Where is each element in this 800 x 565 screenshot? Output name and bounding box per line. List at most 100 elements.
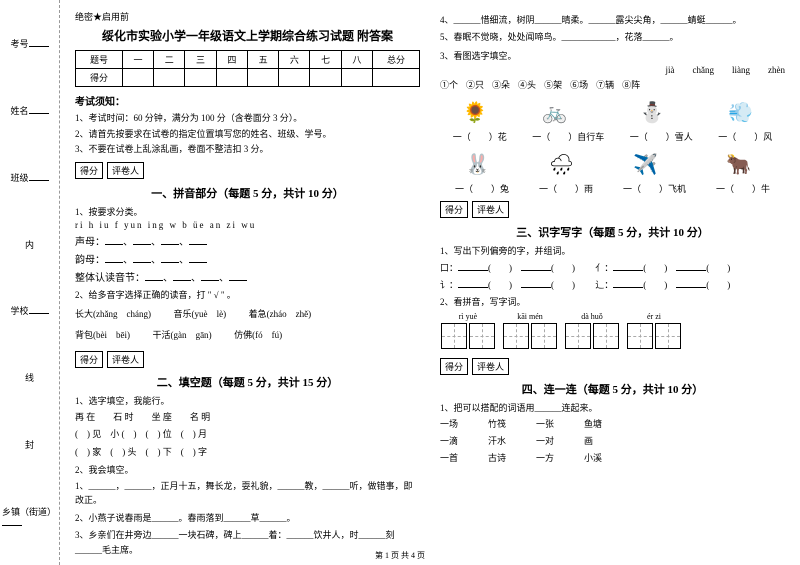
s1-q2: 2、给多音字选择正确的读音，打 " √ " 。	[75, 288, 420, 301]
section4-title: 四、连一连（每题 5 分，共计 10 分）	[440, 381, 785, 397]
notice-title: 考试须知：	[75, 93, 420, 108]
notice-3: 3、不要在试卷上乱涂乱画，卷面不整洁扣 3 分。	[75, 143, 420, 156]
binding-dash-line: 线	[25, 371, 34, 384]
left-column: 绝密★启用前 绥化市实验小学一年级语文上学期综合练习试题 附答案 题号 一 二 …	[75, 10, 420, 555]
select-items-row1: ( ) 见 小 ( ) ( ) 位 ( ) 月	[75, 427, 420, 441]
th-8: 八	[341, 51, 372, 69]
yunmu-line: 韵母：、、、	[75, 251, 420, 266]
snowman-label: 一（ ）雪人	[630, 130, 693, 143]
th-2: 二	[154, 51, 185, 69]
rain-icon: 🌧	[539, 147, 584, 182]
ox-icon: 🐂	[716, 147, 761, 182]
score-box-4: 得分	[440, 358, 468, 375]
duoyin-row2: 背包(bèi bēi) 干活(gàn gān) 仿佛(fó fú)	[75, 324, 420, 345]
td-3[interactable]	[185, 69, 216, 87]
img-row-1: 🌻一（ ）花 🚲一（ ）自行车 ⛄一（ ）雪人 💨一（ ）风	[440, 95, 785, 143]
score-box-2: 得分	[75, 351, 103, 368]
section1-title: 一、拼音部分（每题 5 分，共计 10 分）	[75, 185, 420, 201]
score-header-row: 题号 一 二 三 四 五 六 七 八 总分	[76, 51, 420, 69]
notice-1: 1、考试时间：60 分钟，满分为 100 分（含卷面分 3 分）。	[75, 112, 420, 125]
grader-box-3: 评卷人	[472, 201, 509, 218]
zhengti-line: 整体认读音节：、、、	[75, 269, 420, 284]
s2-q2: 2、我会填空。	[75, 463, 420, 476]
exam-page: 考号 姓名 班级 内 学校 线 封 乡镇（街道） 绝密★启用前 绥化市实验小学一…	[0, 0, 800, 565]
section2-title: 二、填空题（每题 5 分，共计 15 分）	[75, 374, 420, 390]
score-value-row: 得分	[76, 69, 420, 87]
plane-icon: ✈️	[623, 147, 668, 182]
binding-label-school: 学校	[10, 304, 48, 317]
th-num: 题号	[76, 51, 123, 69]
td-2[interactable]	[154, 69, 185, 87]
measure-opts-row: ①个②只 ③朵④头 ⑤架⑥场 ⑦辆⑧阵	[440, 78, 785, 91]
char-box-row: rì yuè kāi mén dà huǒ ér zi	[440, 312, 785, 352]
secret-mark: 绝密★启用前	[75, 10, 420, 23]
section3-header: 得分 评卷人	[440, 201, 785, 218]
td-8[interactable]	[341, 69, 372, 87]
binding-label-name: 姓名	[10, 104, 48, 117]
grader-box-4: 评卷人	[472, 358, 509, 375]
binding-label-class: 班级	[10, 171, 48, 184]
ox-label: 一（ ）牛	[716, 182, 770, 195]
th-1: 一	[122, 51, 153, 69]
bike-icon: 🚲	[532, 95, 577, 130]
rabbit-icon: 🐰	[455, 147, 500, 182]
s2-q1: 1、选字填空，我能行。	[75, 394, 420, 407]
rain-label: 一（ ）雨	[539, 182, 593, 195]
flower-label: 一（ ）花	[453, 130, 507, 143]
measure-pinyin-row: jiàchǎng liàngzhèn	[440, 65, 785, 75]
rabbit-label: 一（ ）兔	[455, 182, 509, 195]
fill-2: 2、小燕子说春雨是______。春雨落到______草______。	[75, 511, 420, 525]
binding-label-town: 乡镇（街道）	[2, 505, 57, 528]
shengmu-line: 声母：、、、	[75, 233, 420, 248]
exam-title: 绥化市实验小学一年级语文上学期综合练习试题 附答案	[75, 27, 420, 44]
fill-5: 5、春眠不觉晓，处处闻啼鸟。____________，花落______。	[440, 30, 785, 44]
select-items-row2: ( ) 家 ( ) 头 ( ) 下 ( ) 字	[75, 445, 420, 459]
radical-row1: 口：( ) ( ) 亻：( ) ( )	[440, 261, 785, 274]
td-4[interactable]	[216, 69, 247, 87]
td-7[interactable]	[310, 69, 341, 87]
td-5[interactable]	[247, 69, 278, 87]
flower-icon: 🌻	[453, 95, 498, 130]
duoyin-row1: 长大(zhǎng cháng) 音乐(yuè lè) 着急(zháo zhě)	[75, 303, 420, 324]
th-7: 七	[310, 51, 341, 69]
select-chars-row: 再 在 石 时 坐 座 名 明	[75, 410, 420, 424]
section3-title: 三、识字写字（每题 5 分，共计 10 分）	[440, 224, 785, 240]
th-3: 三	[185, 51, 216, 69]
score-box: 得分	[75, 162, 103, 179]
bike-label: 一（ ）自行车	[532, 130, 604, 143]
th-6: 六	[279, 51, 310, 69]
grader-box: 评卷人	[107, 162, 144, 179]
td-6[interactable]	[279, 69, 310, 87]
content-area: 绝密★启用前 绥化市实验小学一年级语文上学期综合练习试题 附答案 题号 一 二 …	[60, 0, 800, 565]
td-total[interactable]	[373, 69, 420, 87]
binding-label-id: 考号	[10, 37, 48, 50]
s3-q2: 2、看拼音，写字词。	[440, 295, 785, 308]
r-q3: 3、看图选字填空。	[440, 49, 785, 62]
notice-2: 2、请首先按要求在试卷的指定位置填写您的姓名、班级、学号。	[75, 128, 420, 141]
th-total: 总分	[373, 51, 420, 69]
section2-header: 得分 评卷人	[75, 351, 420, 368]
page-footer: 第 1 页 共 4 页	[0, 550, 800, 561]
radical-row2: 讠：( ) ( ) 辶：( ) ( )	[440, 278, 785, 291]
match-words: 一场一滴一首 竹筏汗水古诗 一张一对一方 鱼塘画小溪	[440, 417, 785, 464]
section4-header: 得分 评卷人	[440, 358, 785, 375]
binding-dash-seal: 封	[25, 438, 34, 451]
section1-header: 得分 评卷人	[75, 162, 420, 179]
snowman-icon: ⛄	[630, 95, 675, 130]
th-4: 四	[216, 51, 247, 69]
td-1[interactable]	[122, 69, 153, 87]
score-box-3: 得分	[440, 201, 468, 218]
pinyin-chars: ri h iu f yun ing w b üe an zi wu	[75, 220, 420, 230]
s3-q1: 1、写出下列偏旁的字，并组词。	[440, 244, 785, 257]
score-table: 题号 一 二 三 四 五 六 七 八 总分 得分	[75, 50, 420, 87]
s1-q1: 1、按要求分类。	[75, 205, 420, 218]
wind-label: 一（ ）风	[718, 130, 772, 143]
img-row-2: 🐰一（ ）兔 🌧一（ ）雨 ✈️一（ ）飞机 🐂一（ ）牛	[440, 147, 785, 195]
right-column: 4、______惜细流，树阴______晴柔。______露尖尖角，______…	[440, 10, 785, 555]
grader-box-2: 评卷人	[107, 351, 144, 368]
wind-icon: 💨	[718, 95, 763, 130]
s4-q1: 1、把可以搭配的词语用______连起来。	[440, 401, 785, 414]
fill-1: 1、______，______，正月十五，舞长龙，耍礼貌，______教，___…	[75, 479, 420, 508]
td-label: 得分	[76, 69, 123, 87]
fill-4: 4、______惜细流，树阴______晴柔。______露尖尖角，______…	[440, 13, 785, 27]
